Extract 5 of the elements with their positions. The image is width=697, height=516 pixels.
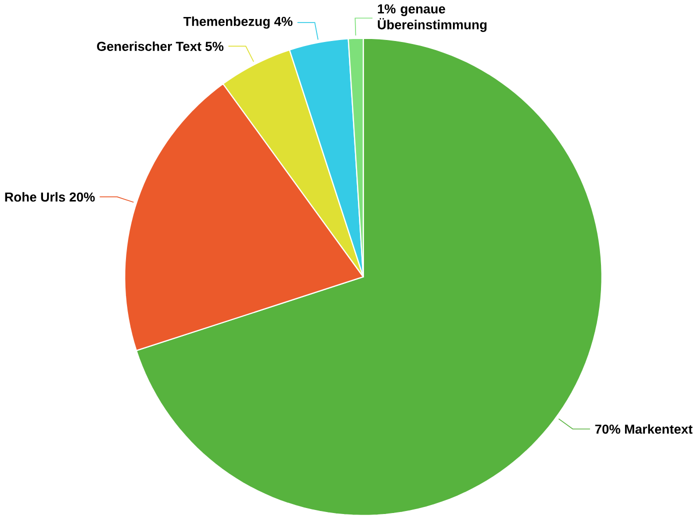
slice-label: Rohe Urls 20% bbox=[5, 192, 95, 202]
slice-label: Themenbezug 4% bbox=[183, 16, 292, 29]
slice-label: 1% genaue Übereinstimmung bbox=[378, 4, 486, 32]
slice-label: 70% Markentext bbox=[595, 424, 692, 434]
slice-label: Generischer Text 5% bbox=[97, 41, 224, 51]
